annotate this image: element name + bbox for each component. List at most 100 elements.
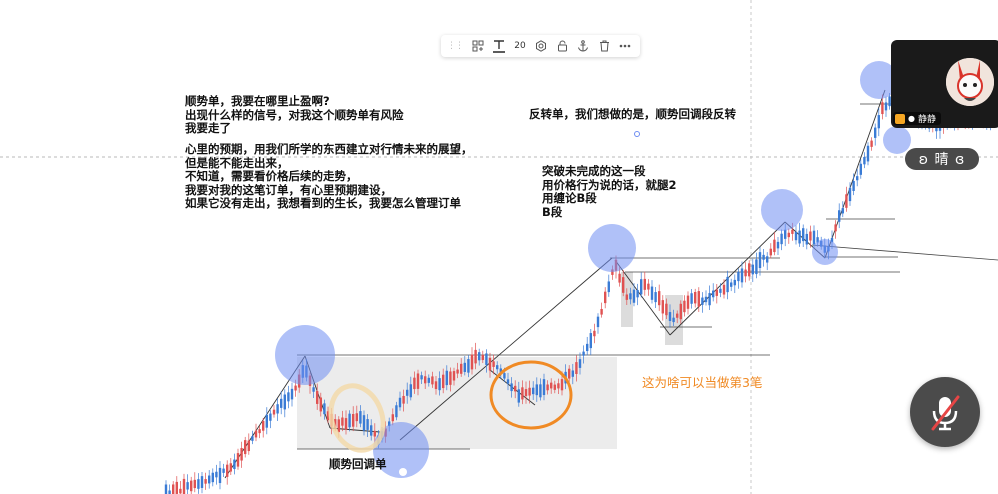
candle-body-20 (236, 453, 240, 467)
candle-body-110 (560, 379, 564, 391)
candle-body-185 (830, 237, 834, 243)
candle-body-124 (611, 269, 614, 275)
candle-body-98 (517, 389, 520, 403)
participant-avatar (946, 58, 994, 106)
candle-body-5 (182, 478, 186, 494)
candle-body-86 (474, 349, 477, 364)
candle-body-193 (859, 163, 862, 175)
candle-body-155 (722, 284, 726, 295)
text-icon[interactable] (493, 37, 505, 55)
candle-body-44 (323, 403, 326, 415)
candle-body-133 (643, 278, 646, 290)
candle-body-168 (769, 248, 772, 256)
orange-circle-annotation (489, 360, 573, 430)
candle-body-97 (514, 385, 517, 392)
highlight-circle-5 (860, 61, 898, 99)
mute-microphone-button[interactable] (910, 377, 980, 447)
candle-body-9 (197, 479, 200, 489)
candle-body-72 (424, 376, 427, 384)
settings-icon[interactable] (535, 37, 547, 55)
candle-body-21 (240, 448, 243, 461)
candle-body-75 (434, 381, 438, 390)
candle-body-48 (337, 419, 340, 433)
candle-body-35 (290, 388, 294, 400)
trend-line-3 (399, 257, 613, 441)
candle-body-56 (366, 419, 369, 430)
candle-body-104 (539, 384, 542, 398)
candle-body-141 (672, 317, 675, 323)
candle-body-8 (193, 479, 196, 489)
candle-body-159 (737, 271, 740, 282)
candle-body-197 (874, 127, 877, 138)
candle-body-186 (834, 224, 837, 232)
font-size-value[interactable]: 20 (514, 41, 526, 51)
highlight-circle-0 (275, 325, 335, 385)
candle-body-23 (247, 440, 250, 452)
candle-body-6 (186, 482, 189, 490)
candle-body-24 (251, 436, 254, 441)
candle-body-169 (773, 239, 776, 253)
participant-name: 静静 (917, 115, 936, 125)
candle-body-7 (190, 480, 193, 492)
candle-body-122 (604, 291, 607, 304)
candle-body-42 (316, 391, 319, 404)
candle-body-100 (524, 389, 528, 397)
candle-body-160 (740, 268, 744, 283)
candle-body-116 (582, 351, 585, 356)
candle-body-30 (272, 409, 276, 415)
trend-line-5 (614, 259, 671, 336)
candle-body-99 (521, 387, 524, 400)
candle-body-119 (593, 330, 596, 337)
candle-body-66 (402, 395, 405, 404)
candle-body-192 (856, 176, 859, 181)
candle-body-91 (492, 361, 495, 367)
candle-body-64 (395, 405, 398, 418)
candle-body-55 (362, 415, 366, 431)
candle-body-73 (427, 377, 430, 383)
candle-body-150 (704, 296, 708, 303)
highlight-circle-1 (373, 422, 429, 478)
candle-body-19 (233, 459, 236, 470)
candle-body-115 (578, 359, 582, 368)
label-pullback-order: 顺势回调单 (329, 457, 387, 471)
note-breakout: 突破未完成的这一段 用价格行为说的话，就腿2 用缠论B段 B段 (542, 164, 677, 219)
candle-body-10 (200, 476, 204, 488)
candle-body-139 (665, 303, 668, 316)
more-icon[interactable] (619, 37, 631, 55)
candle-body-143 (679, 303, 682, 320)
candle-body-147 (694, 291, 697, 304)
trash-icon[interactable] (598, 37, 610, 55)
candle-body-71 (420, 375, 423, 380)
candle-body-113 (571, 370, 574, 377)
candle-body-33 (283, 394, 286, 410)
candle-body-148 (697, 291, 700, 307)
candle-body-198 (877, 115, 880, 129)
candle-body-90 (488, 357, 492, 371)
candle-body-62 (388, 421, 391, 427)
candle-body-29 (269, 413, 272, 421)
candle-body-142 (676, 313, 679, 318)
candle-body-52 (352, 414, 355, 427)
candle-body-145 (686, 295, 690, 309)
candle-body-69 (413, 377, 416, 390)
grip-icon[interactable]: ⋮⋮ (447, 41, 464, 51)
candle-body-107 (550, 382, 553, 389)
candle-body-135 (650, 286, 654, 300)
candle-body-176 (798, 230, 801, 244)
candle-body-28 (265, 414, 268, 428)
candle-body-134 (647, 283, 650, 290)
candle-body-161 (744, 269, 747, 277)
anchor-icon[interactable] (577, 37, 589, 55)
candle-body-166 (762, 254, 765, 260)
candle-body-93 (499, 368, 502, 373)
layout-icon[interactable] (472, 37, 484, 55)
candle-body-153 (715, 289, 718, 296)
candle-body-16 (222, 468, 225, 473)
candle-body-167 (766, 256, 769, 263)
candle-body-45 (326, 411, 330, 421)
lock-icon[interactable] (556, 37, 568, 55)
candle-body-88 (481, 354, 484, 361)
candle-body-25 (254, 430, 258, 438)
